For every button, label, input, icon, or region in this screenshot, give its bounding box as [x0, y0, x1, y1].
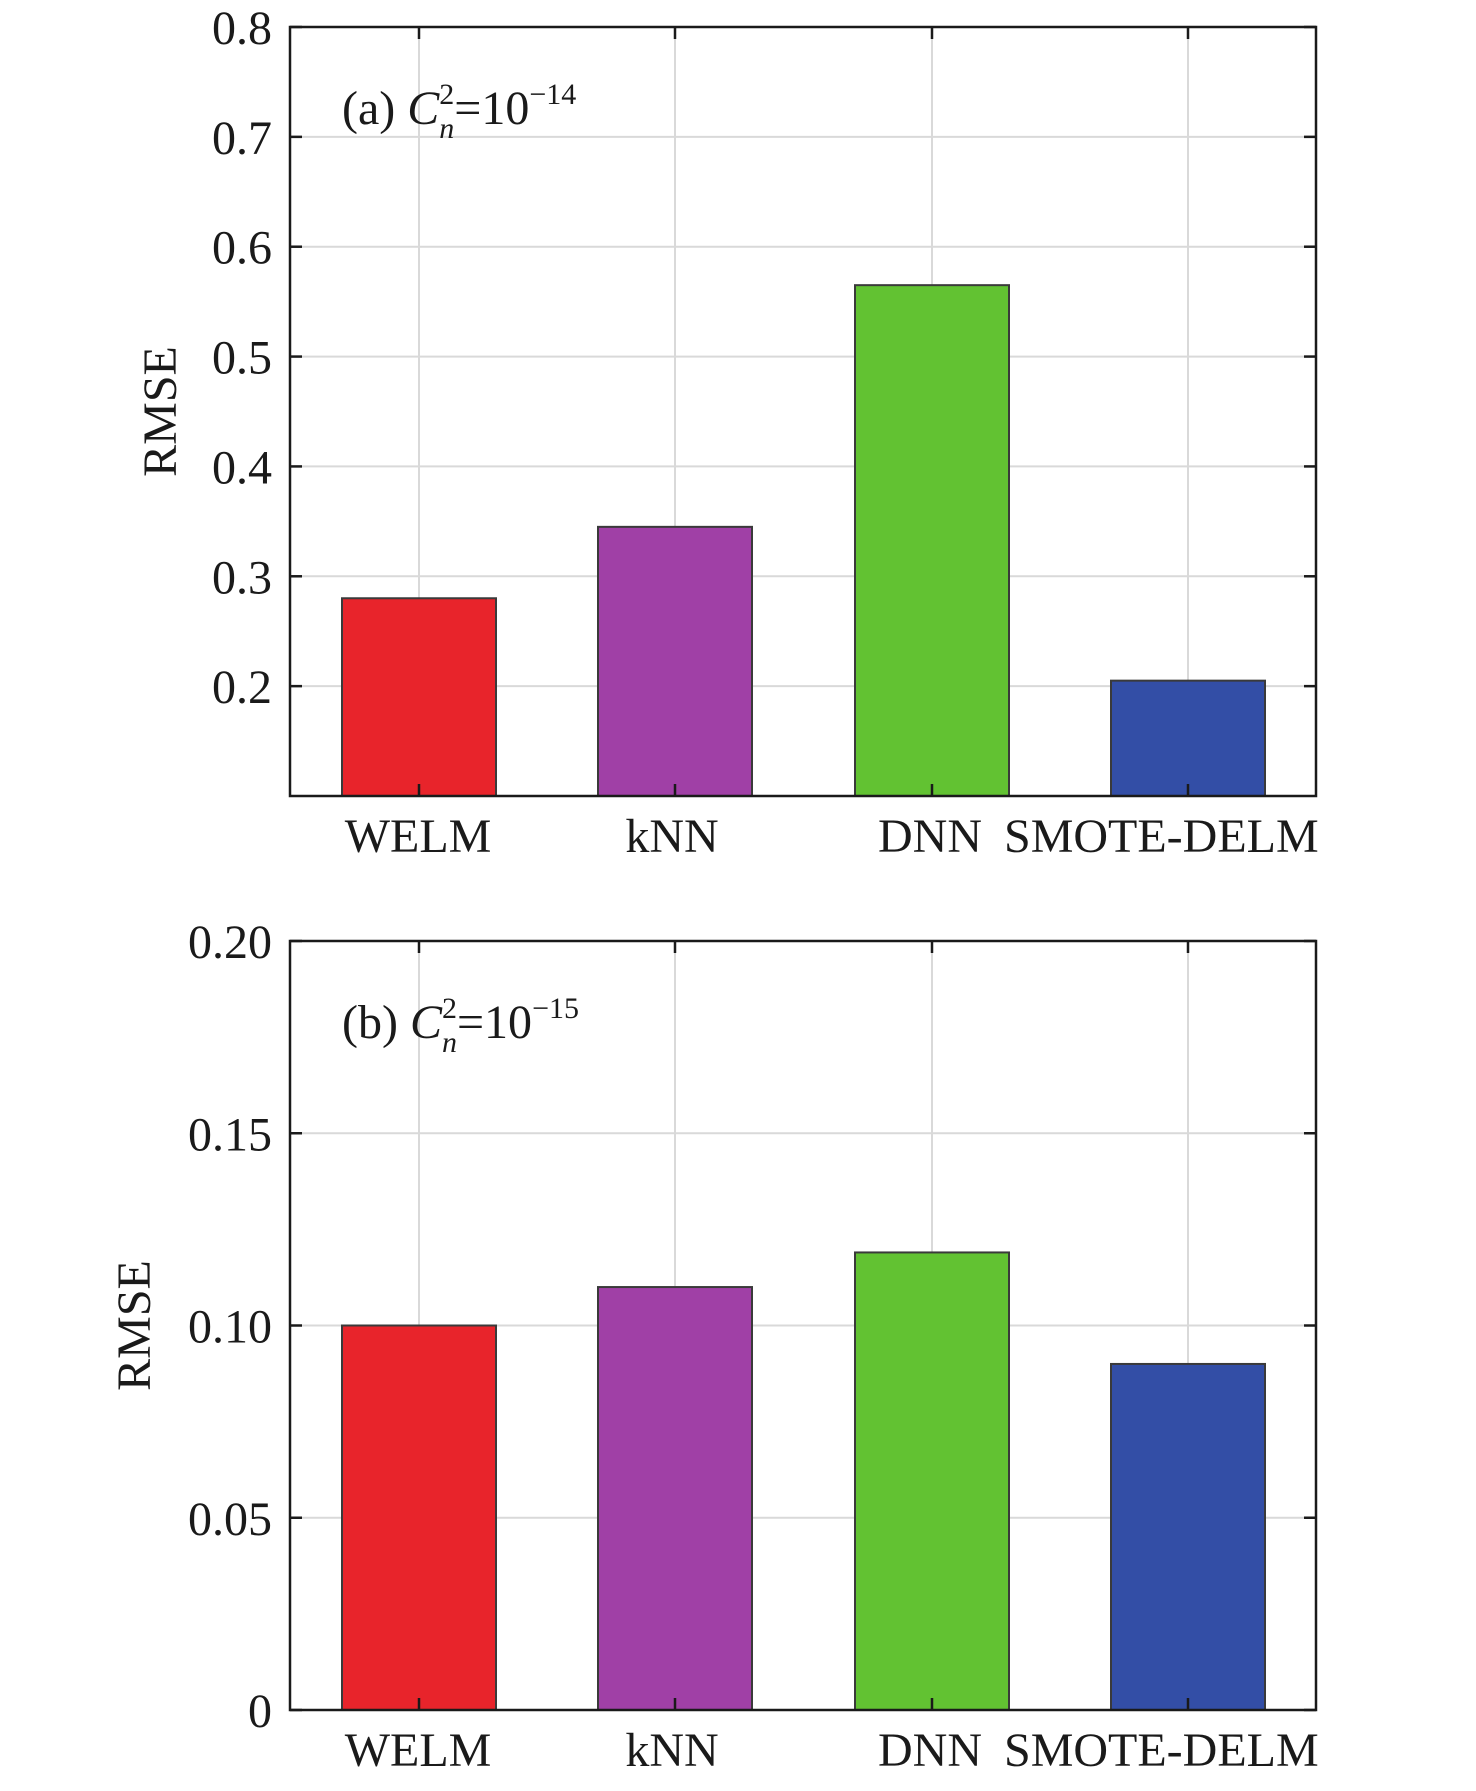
y-tick-label: 0.4	[212, 441, 272, 494]
y-tick-label: 0.2	[212, 661, 272, 714]
bar-smote-delm	[1110, 679, 1266, 798]
bar-knn	[597, 1286, 753, 1712]
x-tick-label-knn: kNN	[625, 810, 718, 863]
bar-smote-delm	[1110, 1362, 1266, 1711]
y-axis-label: RMSE	[108, 1260, 161, 1391]
y-tick-label: 0.8	[212, 2, 272, 55]
panel-a: 0.2 0.3 0.4 0.5 0.6 0.7 0.8 WELM kNN DNN SMOTE-DEL…	[134, 2, 1319, 863]
panel-annotation: (a) C2 n=10−14	[342, 78, 576, 145]
panel-b: 0 0.05 0.10 0.15 0.20 WELM kNN DNN SMOTE-DELM RMS…	[108, 916, 1319, 1777]
y-tick-label: 0	[248, 1685, 272, 1738]
x-tick-label-welm: WELM	[345, 810, 492, 863]
panel-annotation: (b) C2 n=10−15	[342, 992, 579, 1059]
y-tick-label: 0.7	[212, 112, 272, 165]
y-tick-label: 0.5	[212, 332, 272, 385]
x-tick-label-dnn: DNN	[878, 1724, 982, 1777]
bar-welm	[341, 597, 497, 797]
bar-welm	[341, 1324, 497, 1711]
y-tick-label: 0.05	[188, 1493, 272, 1546]
y-axis-label: RMSE	[134, 346, 187, 477]
y-tick-label: 0.15	[188, 1108, 272, 1161]
bar-dnn	[854, 284, 1010, 797]
bar-knn	[597, 525, 753, 797]
y-tick-label: 0.20	[188, 916, 272, 969]
x-tick-label-smote-delm: SMOTE-DELM	[1004, 1724, 1319, 1777]
y-tick-label: 0.6	[212, 222, 272, 275]
x-tick-label-dnn: DNN	[878, 810, 982, 863]
x-tick-label-smote-delm: SMOTE-DELM	[1004, 810, 1319, 863]
plot-frame	[288, 25, 1318, 798]
y-tick-label: 0.10	[188, 1301, 272, 1354]
x-tick-label-knn: kNN	[625, 1724, 718, 1777]
x-tick-label-welm: WELM	[345, 1724, 492, 1777]
y-tick-label: 0.3	[212, 551, 272, 604]
bar-dnn	[854, 1251, 1010, 1711]
